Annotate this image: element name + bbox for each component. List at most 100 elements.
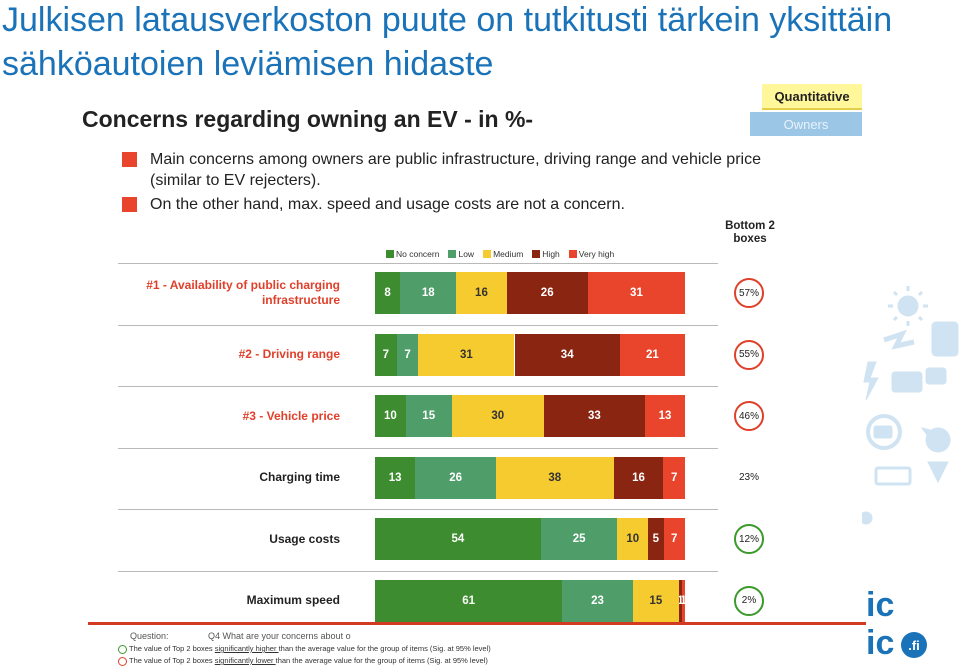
data-label: 7 [382,348,390,361]
stacked-bar: 10 15 30 33 13 [375,395,685,437]
bar-segment: 5 [648,518,664,560]
data-label: 13 [388,471,402,484]
legend-item: No concern [386,248,439,260]
sun-icon [897,295,919,317]
stacked-bar: 61231511 [375,579,685,622]
bar-segment: 15 [632,579,679,622]
decorative-icons-cluster [862,286,959,525]
bar-segment: 16 [456,272,507,314]
chat-bubble-icon [891,371,923,393]
category-label: #2 - Driving range [238,347,340,361]
data-label: 33 [588,410,601,422]
bar-segment: 26 [415,456,496,499]
data-label: 25 [572,533,586,545]
green-circle-icon [118,644,127,654]
data-label: 61 [462,594,475,607]
sun-rays-icon [888,286,928,326]
legend-item: High [532,248,560,260]
bar-segment: 10 [375,395,406,437]
legend-note-lower: The value of Top 2 boxes significantly l… [118,656,488,666]
bar-segment: 18 [400,272,457,314]
stacked-bar: 54 25 10 5 7 [375,518,685,560]
recycle-icon [866,414,902,450]
bottom2-header: Bottom 2 boxes [725,220,775,245]
red-circle-icon [118,656,127,666]
bar-segment: 1 [681,579,685,622]
stacked-bar: 8 18 16 26 31 [375,272,685,314]
bar-segment: 25 [540,518,618,560]
bar-segment: 31 [587,272,685,314]
bullet-item: On the other hand, max. speed and usage … [122,194,762,215]
wind-icon [883,329,915,350]
lightning-icon [863,361,879,401]
data-label: 1 [679,595,682,607]
legend-label: Low [458,249,475,259]
bar-segment: 26 [506,272,588,314]
data-label: 5 [652,533,660,545]
legend-label: No concern [396,249,440,259]
bullet-item: Main concerns among owners are public in… [122,149,762,191]
row-separator [118,570,718,572]
bottom2-circle: 57% [734,278,764,308]
data-label: 31 [460,348,473,361]
bottom2-circle: 46% [734,401,764,431]
legend-label: Very high [578,249,615,259]
bar-segment: 16 [613,456,664,499]
bar-segment: 15 [405,395,452,437]
row-separator [118,263,718,264]
logo-line-1: ic [866,586,895,624]
category-label: Usage costs [269,531,340,546]
legend-swatch [532,250,541,258]
slide-headline: Julkisen latausverkoston puute on tutkit… [2,1,893,83]
data-label: 8 [384,287,391,299]
chart-title: Concerns regarding owning an EV - in %- [82,106,534,132]
legend-swatch [448,250,457,258]
data-label: 16 [475,287,488,299]
legend-swatch [483,250,492,258]
bottom2-value: 23% [738,472,759,483]
bottom2-circle: 2% [734,585,764,616]
legend-label: High [542,249,560,259]
bar-segment: 7 [663,456,685,499]
data-label: 7 [670,471,678,484]
bar-segment: 1 [678,579,682,622]
data-label: 23 [591,594,604,607]
battery-icon [874,466,912,486]
footer-divider [88,622,866,625]
bullet-square-icon [122,152,137,167]
bar-segment: 7 [375,333,397,376]
data-label: 10 [383,410,397,422]
logo-badge: .fi [901,632,927,658]
data-label: 21 [646,348,659,361]
chart-legend: No concern Low Medium High Very high [386,248,623,260]
data-label: 31 [630,287,643,299]
tram-icon [873,425,893,439]
bar-segment: 13 [645,395,685,437]
data-label: 26 [449,471,462,484]
category-label: Maximum speed [246,593,340,607]
logo-line-2: ic [866,624,895,662]
data-label: 18 [421,287,435,299]
bar-segment: 7 [663,518,685,560]
bar-segment: 8 [375,272,401,314]
data-label: 26 [540,287,554,299]
data-label: 15 [649,594,663,607]
quantitative-tag: Quantitative [762,84,862,110]
row-separator [118,324,718,326]
bar-segment: 13 [375,456,416,499]
category-label: #1 - Availability of public charging inf… [146,278,340,307]
chat-bubble-small-icon [925,367,947,385]
bar-segment: 10 [617,518,649,560]
data-label: 7 [404,348,411,361]
category-label: #3 - Vehicle price [242,408,340,423]
bottom2-circle: 55% [734,339,764,370]
bar-segment: 33 [543,395,646,437]
legend-item: Low [448,248,474,260]
legend-swatch [568,250,577,258]
row-separator [118,447,718,449]
bar-segment: 23 [562,579,633,622]
bottom2-circle: 12% [734,524,764,554]
row-separator [118,509,718,510]
bar-segment: 21 [619,333,685,376]
bar-segment: 34 [514,333,620,376]
